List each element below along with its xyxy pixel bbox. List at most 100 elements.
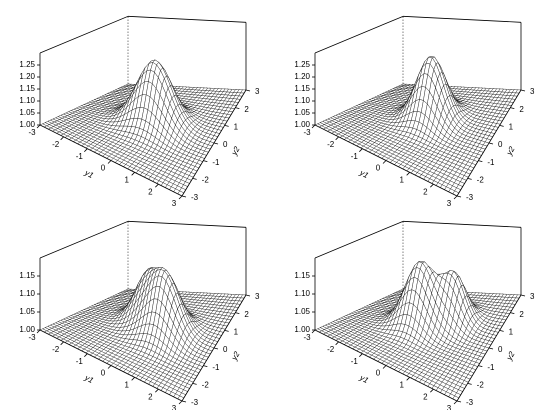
y-tick xyxy=(499,329,504,332)
z-tick-label: 1.00 xyxy=(19,120,35,129)
x-tick-label: 2 xyxy=(423,187,428,196)
box-edge xyxy=(402,15,522,23)
x-tick xyxy=(155,183,159,188)
x-tick-label: 0 xyxy=(101,164,106,173)
x-tick xyxy=(335,136,339,141)
y-tick xyxy=(456,400,462,403)
x-tick xyxy=(311,124,316,129)
y-tick-label: -1 xyxy=(487,158,495,167)
y-tick-label: 0 xyxy=(223,345,228,354)
y-tick xyxy=(510,312,515,315)
x-tick xyxy=(36,329,41,334)
x-tick-label: -2 xyxy=(52,140,60,149)
x-tick-label: 3 xyxy=(447,199,452,208)
x-tick-label: 1 xyxy=(399,175,404,184)
x-tick-label: 1 xyxy=(124,175,129,184)
y-tick-label: 1 xyxy=(509,327,514,336)
y-tick-label: 2 xyxy=(244,105,249,114)
z-tick-label: 1.00 xyxy=(19,325,35,334)
z-tick-label: 1.05 xyxy=(294,307,310,316)
z-tick-label: 1.20 xyxy=(294,72,310,81)
y-tick xyxy=(224,329,229,332)
z-tick-label: 1.05 xyxy=(294,108,310,117)
x-tick-label: -3 xyxy=(28,333,36,342)
box-edge xyxy=(314,15,404,54)
z-tick-label: 1.05 xyxy=(19,307,35,316)
x-axis-title: y1 xyxy=(82,168,95,180)
x-tick-label: -1 xyxy=(76,152,84,161)
z-tick-label: 1.15 xyxy=(19,271,35,280)
y-tick-label: -3 xyxy=(466,193,474,202)
y-tick xyxy=(499,124,504,127)
y-tick-label: -2 xyxy=(477,175,485,184)
x-tick-label: -1 xyxy=(76,357,84,366)
surface xyxy=(39,59,247,197)
y-tick xyxy=(181,400,187,403)
box-edge xyxy=(402,220,522,228)
x-tick xyxy=(107,160,112,164)
y-tick-label: 3 xyxy=(255,87,260,96)
z-tick-label: 1.05 xyxy=(19,108,35,117)
y-axis-title: y2 xyxy=(504,349,517,362)
y-tick-label: -2 xyxy=(477,380,485,389)
x-tick xyxy=(359,148,363,152)
y-tick-label: -3 xyxy=(191,398,199,407)
box-edge xyxy=(39,15,129,54)
x-tick-label: 0 xyxy=(376,164,381,173)
x-tick-label: -3 xyxy=(28,128,36,137)
y-tick xyxy=(488,142,494,145)
x-tick xyxy=(84,148,88,152)
x-tick xyxy=(84,353,88,357)
z-tick-label: 1.20 xyxy=(19,72,35,81)
x-tick-label: -2 xyxy=(52,345,60,354)
y-tick-label: 1 xyxy=(234,122,239,131)
x-tick xyxy=(335,341,339,346)
y-tick-label: -2 xyxy=(202,175,210,184)
y-tick-label: 0 xyxy=(498,345,503,354)
y-tick xyxy=(467,177,472,180)
y-tick xyxy=(235,312,240,315)
y-tick xyxy=(245,294,251,297)
x-tick-label: 2 xyxy=(148,392,153,401)
box-edge xyxy=(39,220,129,259)
x-tick xyxy=(406,377,410,381)
x-tick xyxy=(155,388,159,393)
y-tick-label: 0 xyxy=(223,140,228,149)
surface xyxy=(314,56,522,197)
x-tick-label: 1 xyxy=(399,380,404,389)
x-tick-label: -1 xyxy=(351,152,359,161)
x-tick-label: 3 xyxy=(447,404,452,410)
y-tick xyxy=(181,195,187,198)
y-tick-label: -1 xyxy=(212,363,220,372)
z-tick-label: 1.00 xyxy=(294,325,310,334)
x-tick-label: 3 xyxy=(172,199,177,208)
x-tick-label: 0 xyxy=(376,369,381,378)
x-tick-label: -2 xyxy=(327,345,335,354)
z-tick-label: 1.15 xyxy=(294,271,310,280)
x-tick xyxy=(359,353,363,357)
y-tick xyxy=(192,177,197,180)
y-tick xyxy=(520,89,526,92)
surface xyxy=(39,267,247,402)
box-edge xyxy=(314,220,404,259)
x-tick xyxy=(430,183,434,188)
x-tick-label: 0 xyxy=(101,369,106,378)
x-tick xyxy=(36,124,41,129)
y-tick xyxy=(213,142,219,145)
y-tick xyxy=(203,160,208,163)
y-tick xyxy=(520,294,526,297)
z-tick-label: 1.25 xyxy=(19,60,35,69)
y-tick xyxy=(478,365,483,368)
x-tick xyxy=(382,160,387,164)
x-tick-label: -2 xyxy=(327,140,335,149)
y-tick xyxy=(203,365,208,368)
x-tick xyxy=(453,400,458,405)
y-tick xyxy=(224,124,229,127)
y-tick-label: 1 xyxy=(234,327,239,336)
y-axis-title: y2 xyxy=(229,144,242,157)
z-tick-label: 1.15 xyxy=(19,84,35,93)
y-tick-label: 2 xyxy=(244,310,249,319)
